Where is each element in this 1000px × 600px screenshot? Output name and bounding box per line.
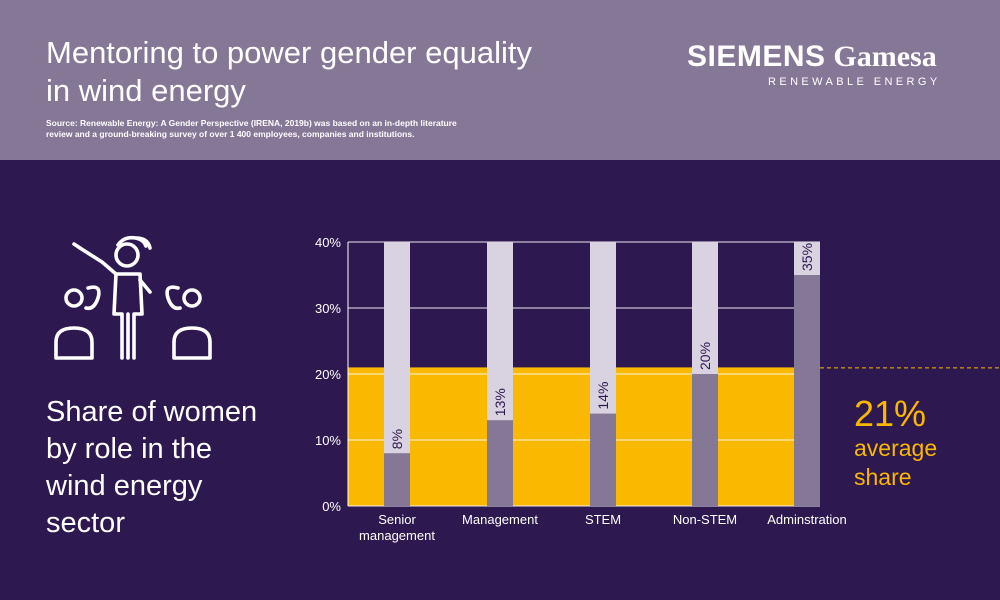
logo-tagline: RENEWABLE ENERGY [768,76,941,88]
chart-subtitle: Share of women by role in the wind energ… [46,394,306,542]
subtitle-line-1: Share of women [46,396,258,428]
average-band [348,367,820,506]
bar-value-label: 8% [389,429,405,449]
bar [384,453,410,506]
subtitle-line-2: by role in the [46,433,213,465]
y-tick-label: 0% [322,499,341,514]
category-label: Management [462,512,538,527]
average-value-label: 21% [854,393,927,434]
title-line-1: Mentoring to power gender equality [46,35,532,70]
logo-word-2: Gamesa [833,40,937,73]
bar-value-label: 14% [595,382,611,410]
bar-value-label: 20% [697,342,713,370]
category-label: Senior [378,512,416,527]
source-note: Source: Renewable Energy: A Gender Persp… [46,118,516,140]
category-label: STEM [585,512,621,527]
source-line-1: Source: Renewable Energy: A Gender Persp… [46,118,457,128]
bar [794,275,820,506]
bar [590,413,616,506]
y-tick-label: 10% [315,433,341,448]
title-line-2: in wind energy [46,73,246,108]
category-label: management [359,528,435,543]
category-label: Non-STEM [673,512,737,527]
bar [487,420,513,506]
source-line-2: review and a ground-breaking survey of o… [46,129,415,139]
logo-word-1: SIEMENS [687,40,826,73]
women-mentoring-group-icon [54,235,212,360]
subtitle-line-4: sector [46,507,125,539]
page-title: Mentoring to power gender equality in wi… [46,34,606,110]
subtitle-line-3: wind energy [46,470,203,502]
y-tick-label: 30% [315,301,341,316]
category-label: Adminstration [767,512,846,527]
average-caption-line-1: average [854,435,938,461]
bar-value-label: 13% [492,388,508,416]
bar [692,374,718,506]
header-banner: Mentoring to power gender equality in wi… [0,0,1000,160]
y-tick-label: 20% [315,367,341,382]
brand-logo: SIEMENS Gamesa [687,40,959,74]
average-caption-line-2: share [854,464,912,490]
average-caption: average share [854,434,994,492]
y-tick-label: 40% [315,235,341,250]
bar-value-label: 35% [799,243,815,271]
